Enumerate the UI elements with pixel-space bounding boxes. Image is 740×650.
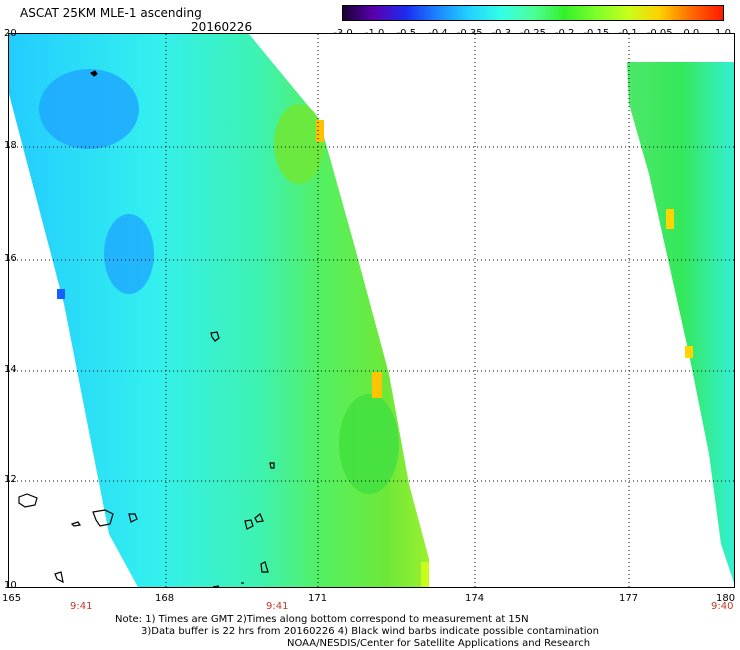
grid-lines	[9, 34, 734, 587]
lon-label-180: 180	[716, 593, 736, 604]
lat-label-20: 20	[4, 28, 17, 39]
lon-label-165: 165	[2, 593, 22, 604]
color-scale-gradient	[343, 6, 723, 20]
lon-label-171: 171	[308, 593, 328, 604]
lat-label-16: 16	[4, 253, 17, 264]
lat-label-14: 14	[4, 364, 17, 375]
footnotes: Note: 1) Times are GMT 2)Times along bot…	[112, 614, 599, 650]
note-line-3: NOAA/NESDIS/Center for Satellite Applica…	[287, 638, 591, 649]
lat-label-18: 18	[4, 140, 17, 151]
lat-label-12: 12	[4, 474, 17, 485]
map-plot-area	[8, 33, 735, 588]
map-canvas	[9, 34, 734, 587]
color-scale-bar	[342, 5, 724, 21]
lon-label-174: 174	[465, 593, 485, 604]
lon-label-177: 177	[619, 593, 639, 604]
map-title: ASCAT 25KM MLE-1 ascending	[20, 6, 202, 20]
islands	[18, 70, 275, 587]
swath-main	[9, 34, 429, 587]
swath-east	[627, 62, 734, 583]
lat-label-10: 10	[4, 580, 17, 591]
map-date: 20160226	[191, 20, 253, 34]
note-line-2: 3)Data buffer is 22 hrs from 20160226 4)…	[141, 626, 599, 637]
note-line-1: Note: 1) Times are GMT 2)Times along bot…	[115, 614, 529, 625]
lon-label-168: 168	[155, 593, 175, 604]
time-label-2: 9:41	[266, 601, 289, 612]
time-label-3: 9:40	[711, 601, 734, 612]
time-label-1: 9:41	[70, 601, 93, 612]
